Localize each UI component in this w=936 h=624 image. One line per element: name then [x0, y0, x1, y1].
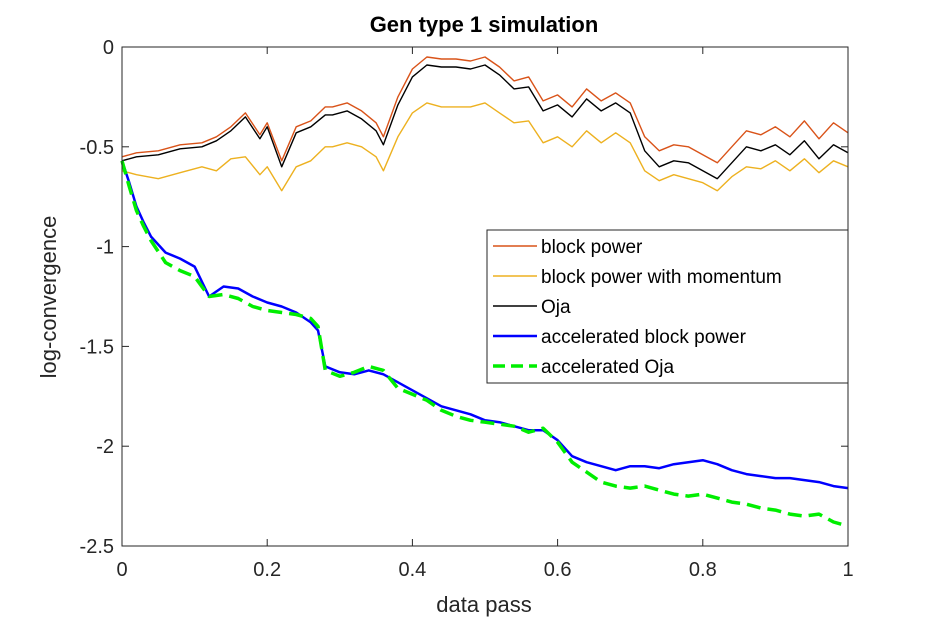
x-tick-label: 0.8 [689, 559, 717, 581]
y-axis-label: log-convergence [36, 216, 61, 379]
x-tick-label: 1 [842, 559, 853, 581]
chart-title: Gen type 1 simulation [370, 12, 599, 37]
series-line-accelerated-block-power [120, 160, 849, 490]
y-tick-label: -2 [96, 436, 114, 458]
x-tick-label: 0.6 [544, 559, 572, 581]
series-line-block-power [121, 56, 849, 164]
legend: block power block power with momentum Oja a… [486, 229, 849, 384]
legend-label: Oja [541, 297, 571, 318]
x-axis-label: data pass [436, 592, 531, 617]
series-line-accelerated-oja [120, 160, 849, 528]
x-tick-label: 0.2 [253, 559, 281, 581]
y-tick-label: 0 [103, 37, 114, 59]
y-tick-label: -1 [96, 237, 114, 259]
legend-label: accelerated block power [541, 327, 747, 348]
series-layer [120, 56, 849, 528]
legend-box [486, 229, 849, 384]
legend-label: block power [541, 237, 643, 258]
ticks-layer: 0 0.2 0.4 0.6 0.8 1 0 -0.5 -1 -1.5 -2 -2.5 [80, 37, 854, 581]
legend-label: block power with momentum [541, 267, 782, 288]
x-tick-label: 0 [116, 559, 127, 581]
y-tick-label: -0.5 [80, 137, 114, 159]
y-tick-label: -2.5 [80, 536, 114, 558]
legend-label: accelerated Oja [541, 357, 675, 378]
x-tick-label: 0.4 [398, 559, 426, 581]
series-line-block-power-with-momentum [121, 102, 849, 192]
y-tick-label: -1.5 [80, 336, 114, 358]
series-line-oja [121, 64, 849, 180]
